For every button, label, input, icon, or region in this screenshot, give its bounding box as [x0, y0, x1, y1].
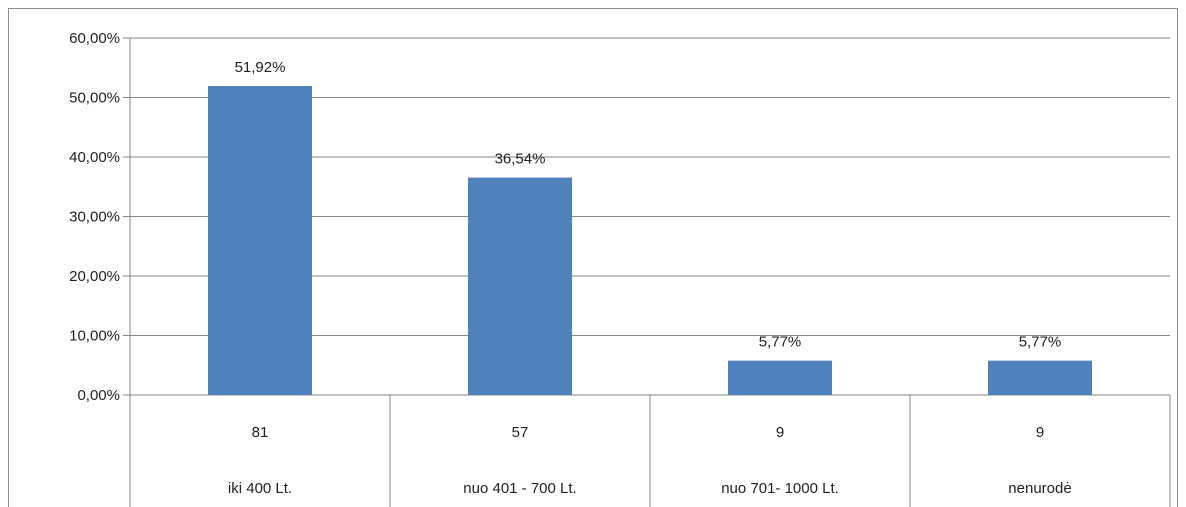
bar: [728, 360, 832, 395]
data-label: 51,92%: [235, 59, 286, 76]
data-label: 36,54%: [495, 151, 546, 168]
data-label: 5,77%: [759, 334, 802, 351]
category-label: nuo 701- 1000 Lt.: [721, 480, 839, 497]
bar: [208, 86, 312, 396]
y-tick-label: 10,00%: [69, 328, 120, 345]
count-label: 9: [776, 424, 784, 441]
y-tick-label: 0,00%: [77, 387, 120, 404]
y-tick-label: 50,00%: [69, 90, 120, 107]
chart-frame: [8, 8, 1178, 507]
category-label: iki 400 Lt.: [228, 480, 292, 497]
count-label: 57: [512, 424, 529, 441]
category-label: nenurodė: [1008, 480, 1071, 497]
y-tick-label: 60,00%: [69, 30, 120, 47]
y-tick-label: 40,00%: [69, 149, 120, 166]
bar: [468, 177, 572, 395]
y-tick-label: 20,00%: [69, 268, 120, 285]
category-label: nuo 401 - 700 Lt.: [463, 480, 576, 497]
count-label: 81: [252, 424, 269, 441]
y-tick-label: 30,00%: [69, 209, 120, 226]
data-label: 5,77%: [1019, 334, 1062, 351]
count-label: 9: [1036, 424, 1044, 441]
bar: [988, 360, 1092, 395]
